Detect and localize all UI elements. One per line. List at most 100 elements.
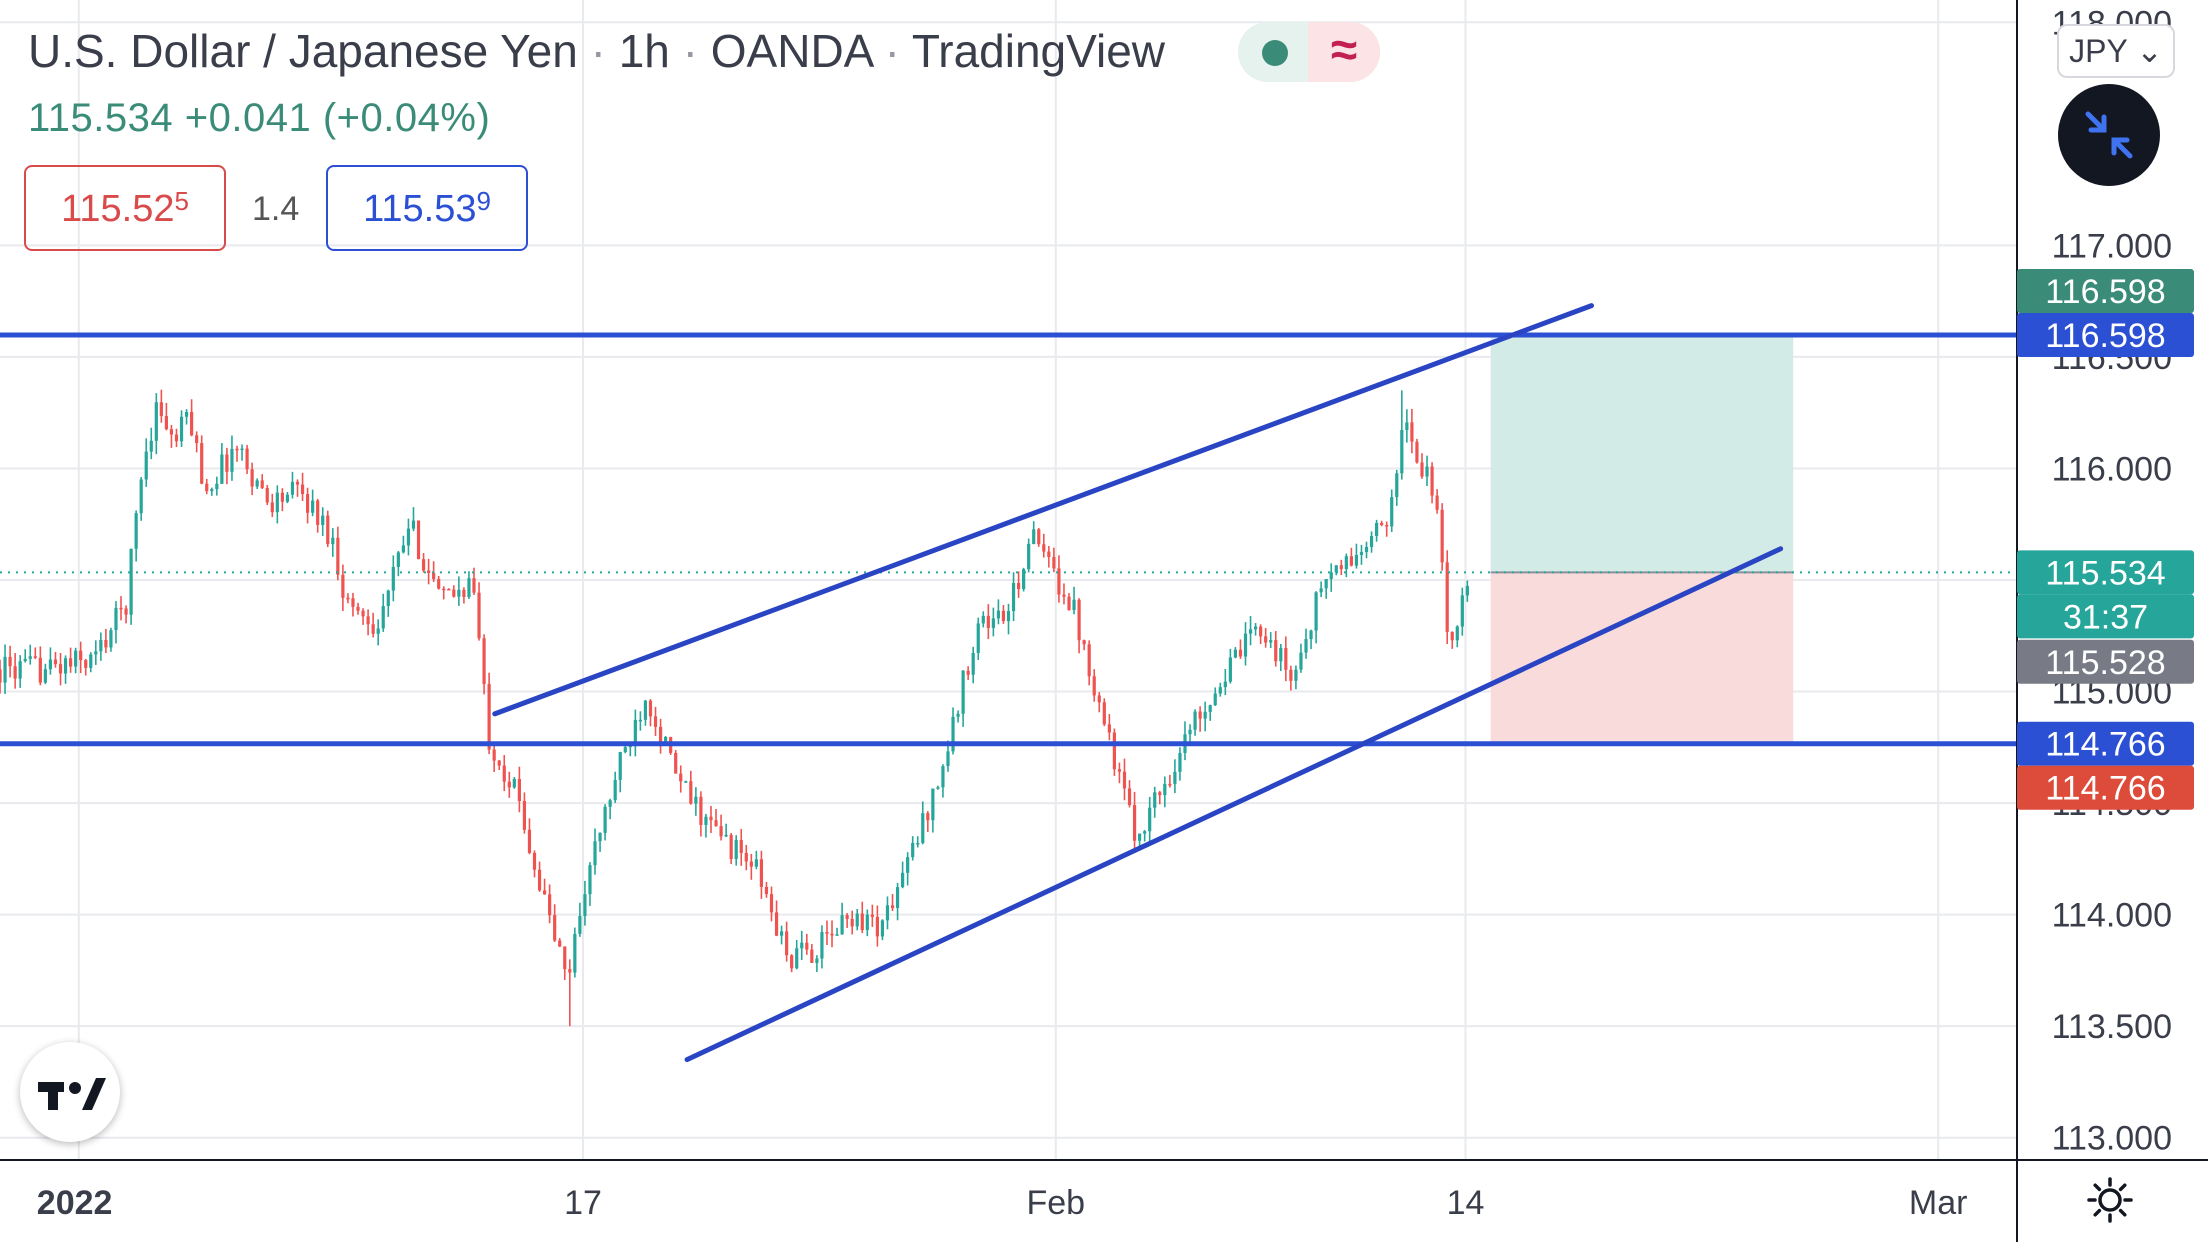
market-open-dot-icon bbox=[1262, 40, 1288, 66]
candle-body bbox=[643, 700, 648, 720]
price-label-text: 114.766 bbox=[2045, 726, 2165, 764]
candle-body bbox=[512, 778, 516, 788]
candle-body bbox=[1415, 441, 1419, 463]
candle-body bbox=[1011, 582, 1016, 612]
candle-body bbox=[1253, 626, 1258, 630]
candle-body bbox=[1062, 594, 1066, 597]
candle-body bbox=[280, 492, 284, 502]
candle-body bbox=[981, 615, 985, 624]
candle-body bbox=[1380, 522, 1384, 525]
platform-label: TradingView bbox=[911, 25, 1166, 77]
tradingview-logo-button[interactable] bbox=[20, 1042, 120, 1142]
candle-body bbox=[956, 713, 960, 717]
candle-body bbox=[658, 726, 663, 744]
market-status-pill[interactable]: ≈ bbox=[1238, 22, 1380, 82]
currency-selector[interactable]: JPY ⌄ bbox=[2057, 24, 2175, 78]
candle-body bbox=[1445, 562, 1449, 632]
candle-body bbox=[1132, 805, 1137, 841]
candle-body bbox=[1339, 565, 1343, 570]
candle-body bbox=[719, 826, 723, 837]
candle-body bbox=[89, 654, 93, 668]
candle-body bbox=[769, 894, 774, 913]
candle-body bbox=[13, 666, 17, 679]
candle-body bbox=[1122, 771, 1127, 789]
price-label-text: 31:37 bbox=[2063, 598, 2148, 636]
candle-body bbox=[527, 829, 532, 853]
candle-body bbox=[1243, 633, 1248, 657]
candle-body bbox=[1102, 702, 1106, 725]
candle-body bbox=[1385, 524, 1389, 527]
candle-body bbox=[1037, 529, 1041, 545]
candle-body bbox=[679, 773, 683, 782]
candle-body bbox=[845, 915, 849, 919]
candle-body bbox=[290, 481, 295, 495]
candle-body bbox=[921, 813, 925, 843]
candle-body bbox=[58, 664, 63, 674]
candle-body bbox=[1359, 552, 1364, 555]
candle-body bbox=[144, 451, 148, 480]
candle-body bbox=[623, 747, 627, 753]
candle-body bbox=[558, 940, 562, 947]
symbol-title[interactable]: U.S. Dollar / Japanese Yen · 1h · OANDA … bbox=[28, 24, 1165, 78]
candle-body bbox=[235, 448, 239, 451]
candle-body bbox=[850, 918, 854, 927]
candle-body bbox=[1369, 535, 1374, 547]
candle-body bbox=[250, 469, 254, 487]
currency-label: JPY bbox=[2069, 33, 2128, 69]
candle-body bbox=[1435, 495, 1439, 510]
candle-body bbox=[285, 494, 290, 502]
candle-body bbox=[1319, 588, 1323, 593]
candle-body bbox=[316, 500, 320, 525]
candle-body bbox=[689, 781, 693, 804]
candle-body bbox=[1117, 769, 1122, 772]
candle-body bbox=[810, 949, 814, 963]
candle-body bbox=[779, 931, 784, 936]
sell-button[interactable]: 115.525 bbox=[24, 165, 226, 251]
candle-body bbox=[1138, 833, 1142, 841]
candle-body bbox=[447, 588, 451, 591]
gear-icon[interactable] bbox=[2086, 1176, 2134, 1224]
sell-price: 115.52 bbox=[61, 188, 175, 230]
candle-body bbox=[457, 589, 461, 597]
price-label-text: 114.766 bbox=[2045, 770, 2165, 808]
channel-upper-trend-line bbox=[492, 303, 1595, 717]
stop-loss-zone bbox=[1490, 572, 1794, 744]
candle-body bbox=[396, 552, 400, 567]
title-separator: · bbox=[884, 25, 900, 77]
title-separator: · bbox=[590, 25, 606, 77]
buy-button[interactable]: 115.539 bbox=[326, 165, 528, 251]
candle-body bbox=[1400, 430, 1404, 474]
candle-body bbox=[452, 589, 456, 597]
candle-body bbox=[190, 411, 194, 436]
candle-body bbox=[1016, 582, 1021, 590]
candle-body bbox=[487, 684, 491, 750]
candle-body bbox=[94, 651, 98, 655]
candle-body bbox=[911, 843, 915, 858]
countdown-price-label: 31:37 bbox=[2017, 594, 2194, 639]
candle-body bbox=[1173, 771, 1177, 784]
candle-body bbox=[124, 608, 128, 615]
candle-body bbox=[129, 548, 133, 615]
candle-body bbox=[603, 806, 607, 833]
candle-body bbox=[210, 489, 214, 492]
candle-body bbox=[386, 590, 390, 607]
candle-body bbox=[537, 869, 542, 891]
last-price: 115.534 bbox=[28, 96, 174, 140]
buy-price: 115.53 bbox=[363, 188, 477, 230]
candle-body bbox=[855, 913, 859, 927]
collapse-button[interactable] bbox=[2058, 84, 2160, 186]
candle-body bbox=[1107, 724, 1111, 733]
price-change-percent: (+0.04%) bbox=[322, 96, 491, 140]
tradingview-logo-icon bbox=[38, 1078, 106, 1110]
candle-body bbox=[648, 700, 653, 717]
candle-body bbox=[1410, 422, 1414, 442]
candle-body bbox=[785, 931, 789, 956]
candle-body bbox=[1022, 569, 1026, 590]
candle-body bbox=[200, 443, 204, 484]
candle-body bbox=[1072, 599, 1076, 611]
candle-body bbox=[542, 890, 547, 895]
candle-body bbox=[1158, 792, 1162, 796]
candle-body bbox=[729, 834, 733, 860]
candle-body bbox=[936, 787, 940, 789]
